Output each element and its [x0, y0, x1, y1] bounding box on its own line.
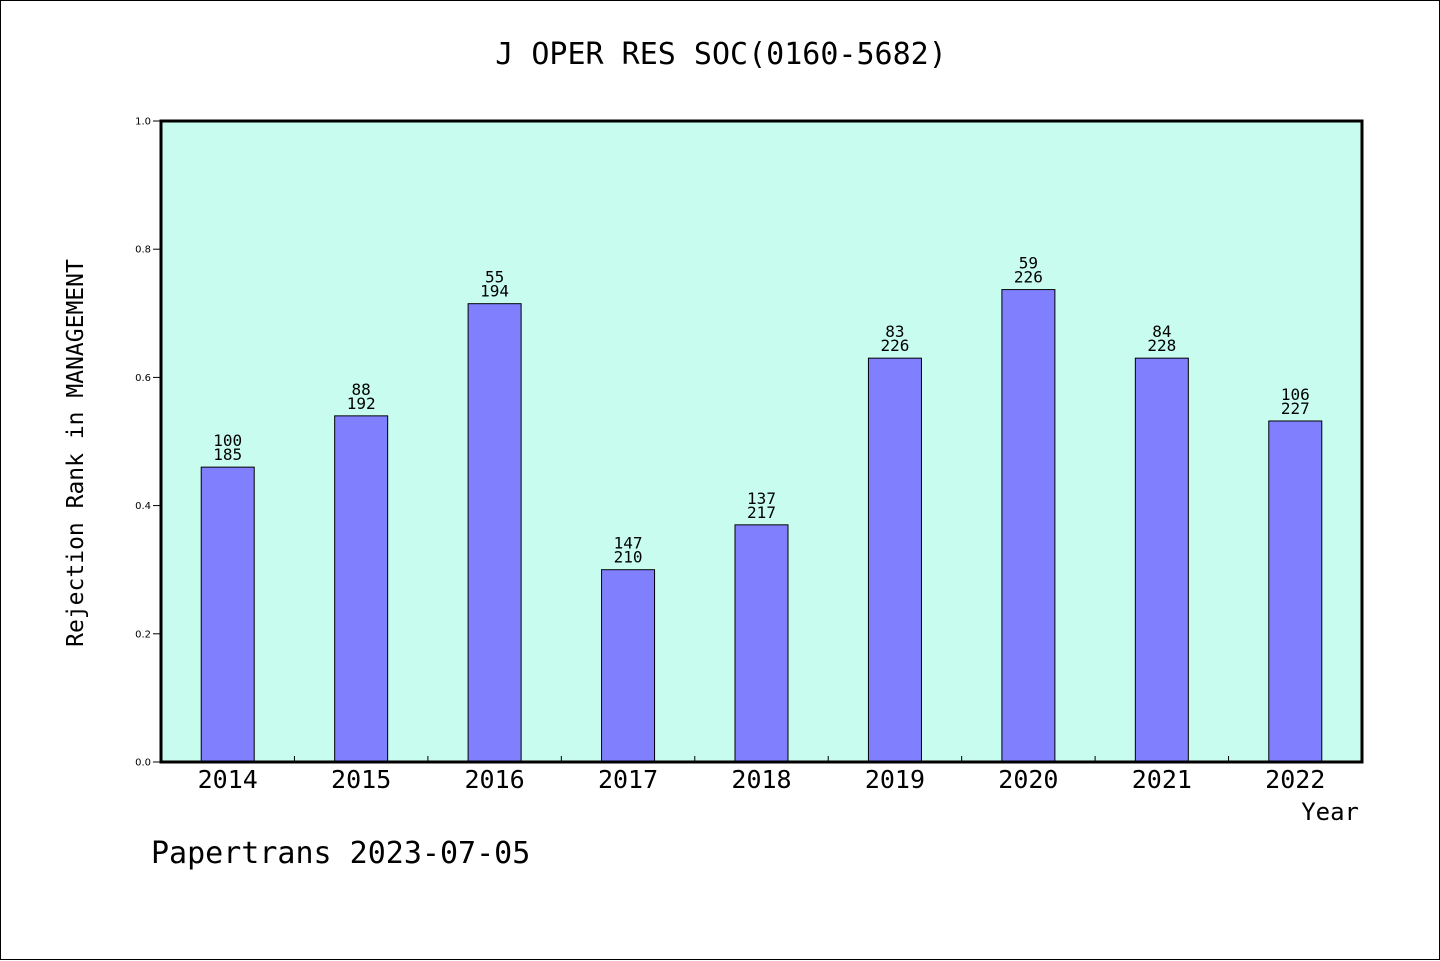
bar-label-top: 83 [885, 322, 904, 341]
chart-title: J OPER RES SOC(0160-5682) [495, 37, 947, 72]
x-tick-label: 2019 [865, 765, 925, 794]
x-tick-label: 2020 [998, 765, 1058, 794]
bar-label-top: 137 [747, 489, 776, 508]
bar-label-top: 100 [213, 431, 242, 450]
bar-label-bottom: 226 [880, 336, 909, 355]
bar [867, 357, 922, 763]
bar-label-bottom: 192 [347, 394, 376, 413]
bar [200, 466, 255, 763]
bar [1134, 357, 1189, 763]
x-tick-label: 2014 [198, 765, 258, 794]
bar-label-bottom: 210 [614, 548, 643, 567]
y-tick-label: 1.0 [135, 117, 151, 128]
bar-label-top: 106 [1281, 385, 1310, 404]
bar-label-bottom: 194 [480, 282, 509, 301]
bar-label-bottom: 228 [1147, 336, 1176, 355]
x-tick-label: 2022 [1265, 765, 1325, 794]
y-tick-label: 0.2 [135, 629, 151, 640]
x-axis-label: Year [1301, 798, 1359, 826]
y-tick-label: 0.0 [135, 758, 151, 769]
x-tick-label: 2015 [331, 765, 391, 794]
y-tick-label: 0.4 [135, 501, 151, 512]
bar-label-top: 55 [485, 268, 504, 287]
bar [1001, 289, 1056, 763]
bar-label-top: 147 [614, 534, 643, 553]
bar [601, 569, 656, 763]
bar-label-top: 59 [1019, 254, 1038, 273]
x-tick-label: 2021 [1132, 765, 1192, 794]
bar-label-bottom: 185 [213, 445, 242, 464]
bar [734, 524, 789, 763]
bar-label-bottom: 217 [747, 503, 776, 522]
footer-credit: Papertrans 2023-07-05 [151, 836, 531, 871]
x-tick-label: 2016 [465, 765, 525, 794]
y-tick-label: 0.8 [135, 245, 151, 256]
bar [467, 303, 522, 763]
bar [334, 415, 389, 763]
x-tick-label: 2018 [731, 765, 791, 794]
bar-label-bottom: 226 [1014, 268, 1043, 287]
x-tick-label: 2017 [598, 765, 658, 794]
bar-label-bottom: 227 [1281, 399, 1310, 418]
plot-border [159, 119, 1364, 764]
bar [1268, 420, 1323, 763]
bar-label-top: 88 [352, 380, 371, 399]
y-tick-label: 0.6 [135, 373, 151, 384]
bar-label-top: 84 [1152, 322, 1171, 341]
